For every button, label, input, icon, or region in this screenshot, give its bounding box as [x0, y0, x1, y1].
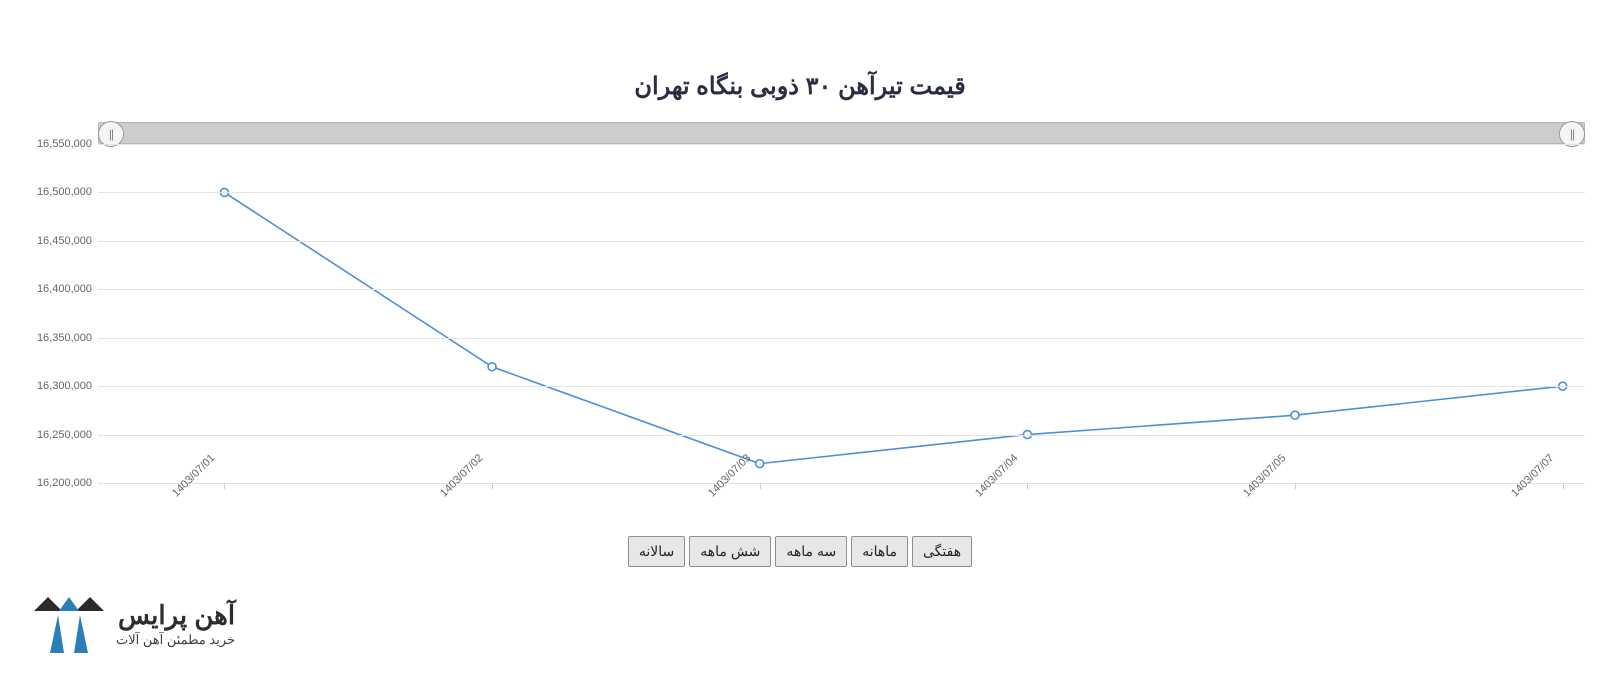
x-tick: [1295, 483, 1296, 489]
line-series: [98, 144, 1585, 483]
x-tick: [1563, 483, 1564, 489]
range-button-3month[interactable]: سه ماهه: [775, 536, 847, 567]
gridline: [98, 241, 1585, 242]
brand-logo-text: آهن پرایس خرید مطمئن آهن آلات: [116, 602, 235, 648]
range-button-group: هفتگی ماهانه سه ماهه شش ماهه سالانه: [0, 536, 1600, 567]
chart-plot-area: 16,200,00016,250,00016,300,00016,350,000…: [98, 144, 1585, 484]
brand-tagline: خرید مطمئن آهن آلات: [116, 632, 235, 648]
x-tick: [224, 483, 225, 489]
y-axis-label: 16,550,000: [20, 138, 92, 150]
y-axis-label: 16,300,000: [20, 380, 92, 392]
y-axis-label: 16,500,000: [20, 186, 92, 198]
data-point-marker[interactable]: [1291, 411, 1299, 419]
x-tick: [492, 483, 493, 489]
y-axis-label: 16,450,000: [20, 235, 92, 247]
x-tick: [760, 483, 761, 489]
range-button-monthly[interactable]: ماهانه: [851, 536, 908, 567]
brand-logo-mark-icon: [34, 597, 104, 653]
y-axis-label: 16,200,000: [20, 477, 92, 489]
range-button-weekly[interactable]: هفتگی: [912, 536, 972, 567]
page: قیمت تیرآهن ۳۰ ذوبی بنگاه تهران || || 16…: [0, 0, 1600, 693]
gridline: [98, 435, 1585, 436]
y-axis-label: 16,250,000: [20, 429, 92, 441]
gridline: [98, 483, 1585, 484]
x-tick: [1027, 483, 1028, 489]
data-point-marker[interactable]: [756, 460, 764, 468]
range-button-yearly[interactable]: سالانه: [628, 536, 685, 567]
y-axis-label: 16,350,000: [20, 332, 92, 344]
gridline: [98, 386, 1585, 387]
gridline: [98, 144, 1585, 145]
data-point-marker[interactable]: [488, 363, 496, 371]
gridline: [98, 192, 1585, 193]
price-series-line: [224, 192, 1562, 463]
brand-name: آهن پرایس: [116, 602, 235, 628]
chart-navigator[interactable]: || ||: [98, 122, 1585, 144]
range-button-6month[interactable]: شش ماهه: [689, 536, 771, 567]
gridline: [98, 289, 1585, 290]
y-axis-label: 16,400,000: [20, 283, 92, 295]
brand-logo: آهن پرایس خرید مطمئن آهن آلات: [34, 597, 235, 653]
chart-title: قیمت تیرآهن ۳۰ ذوبی بنگاه تهران: [0, 72, 1600, 101]
gridline: [98, 338, 1585, 339]
